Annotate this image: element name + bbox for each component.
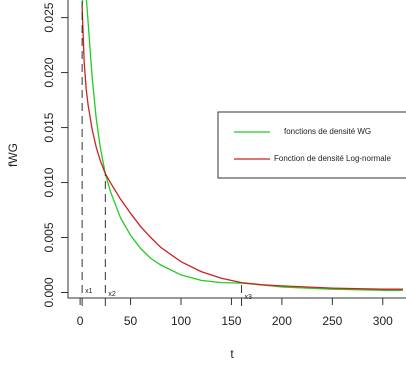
legend-box (217, 111, 406, 179)
plot-area (81, 0, 403, 291)
y-tick-label: 0.015 (42, 112, 56, 142)
x-tick-label: 50 (124, 314, 138, 328)
legend-label: Fonction de densité Log-normale (274, 154, 392, 163)
y-tick-label: 0.025 (42, 2, 56, 32)
x-tick-label: 100 (171, 314, 191, 328)
x-tick-label: 300 (373, 314, 393, 328)
marker-label: x1 (85, 288, 93, 295)
y-tick-label: 0.000 (42, 277, 56, 307)
y-tick-label: 0.005 (42, 222, 56, 252)
marker-label: x2 (108, 291, 116, 298)
y-tick-label: 0.020 (42, 57, 56, 87)
y-axis-label: fWG (6, 143, 20, 167)
marker-label: x3 (245, 294, 253, 301)
y-tick-label: 0.010 (42, 167, 56, 197)
line-series (81, 6, 403, 290)
legend-label: fonctions de densité WG (284, 127, 371, 136)
x-axis-label: t (230, 347, 234, 361)
x-tick-label: 150 (221, 314, 241, 328)
x-tick-label: 200 (272, 314, 292, 328)
x-tick-label: 250 (322, 314, 342, 328)
x-tick-label: 0 (77, 314, 84, 328)
plot-box (67, 0, 406, 299)
